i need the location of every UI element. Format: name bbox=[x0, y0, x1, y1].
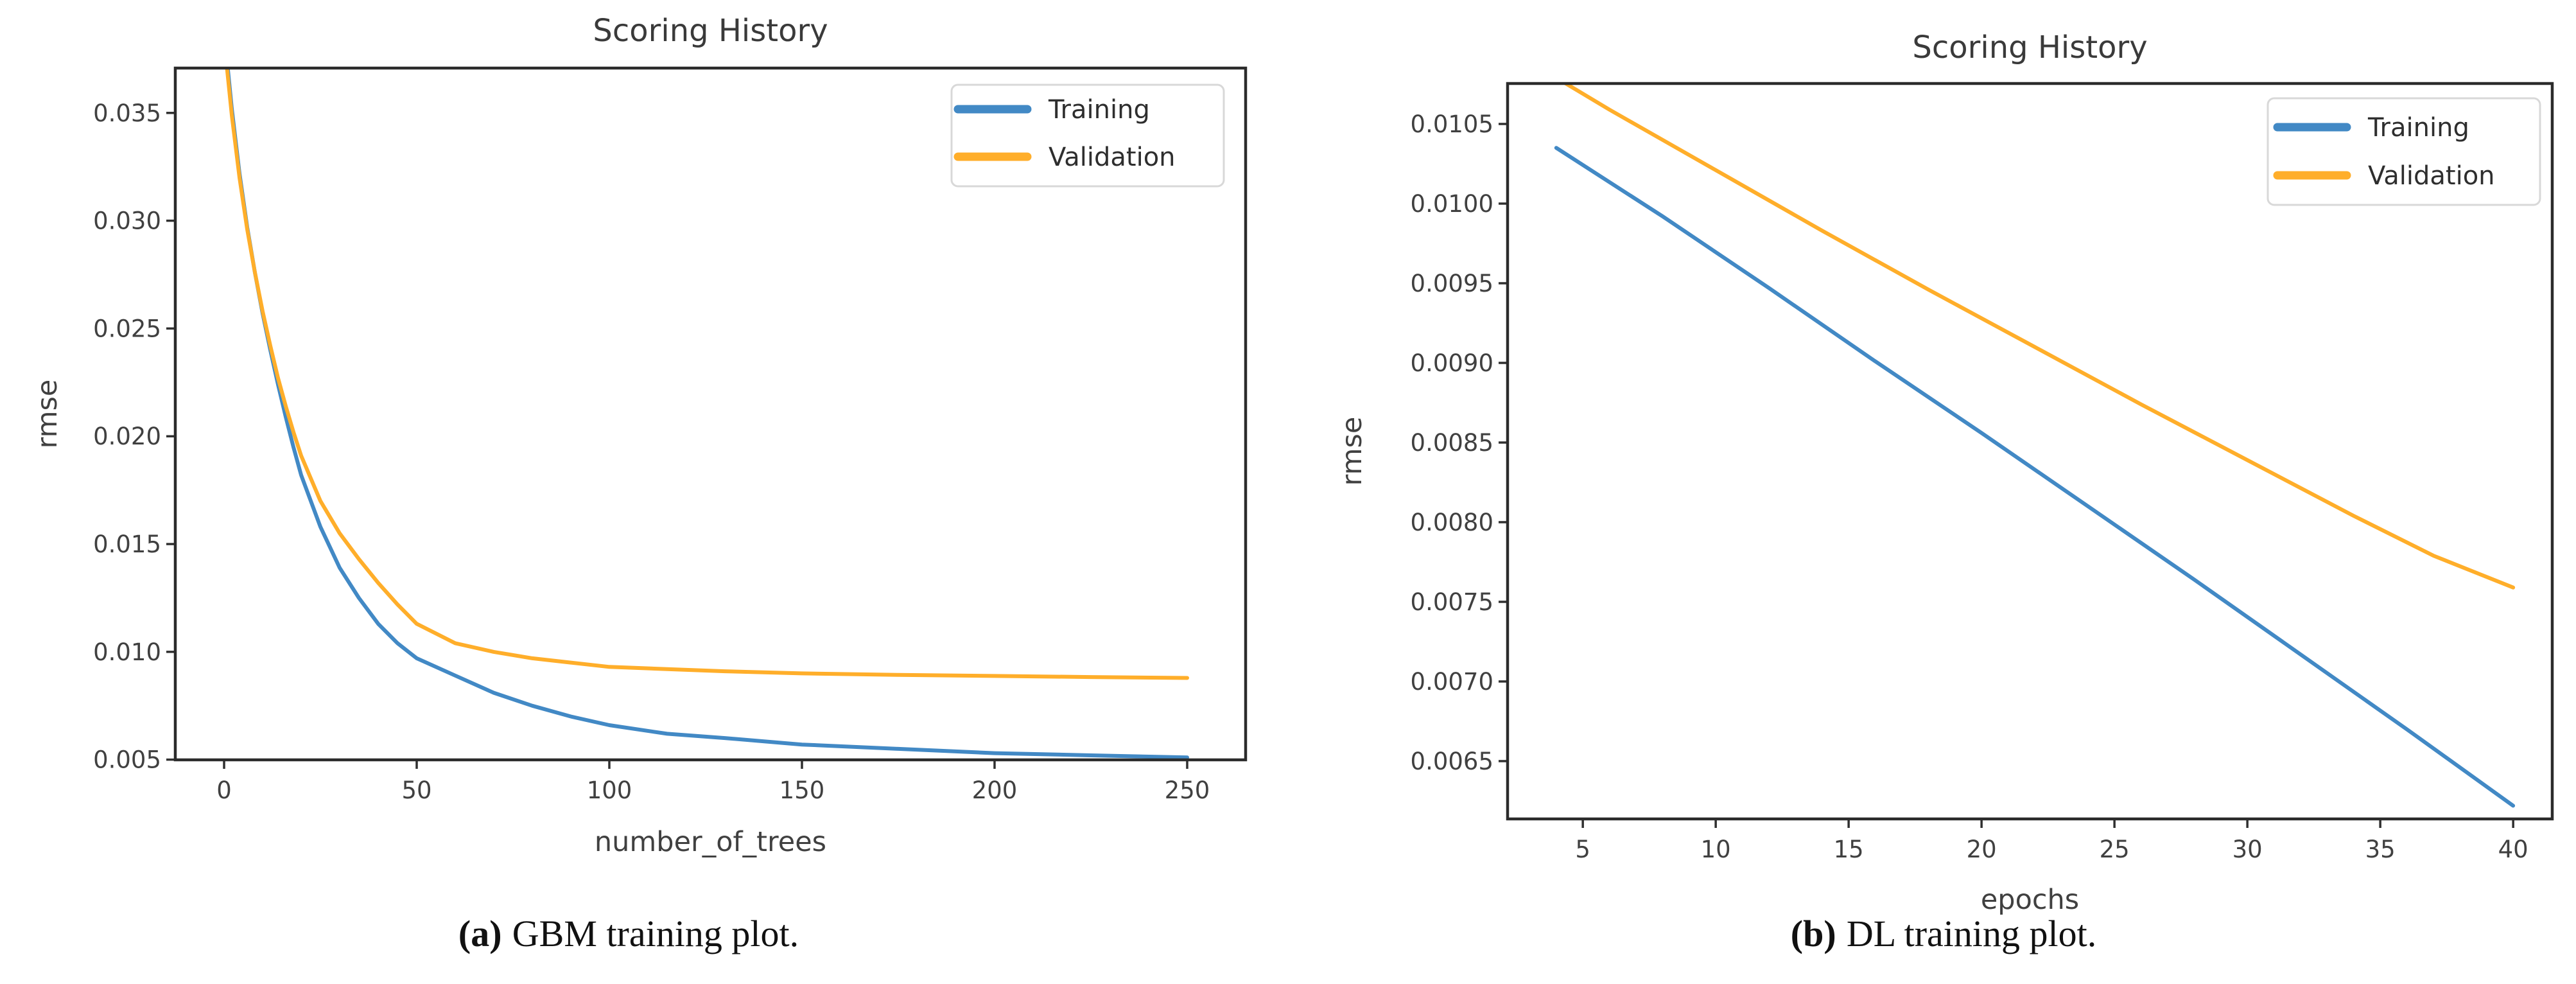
y-tick-label: 0.0105 bbox=[1411, 110, 1493, 138]
plot-border bbox=[1506, 82, 2554, 821]
y-tick-label: 0.0085 bbox=[1411, 429, 1493, 457]
caption-gbm-label: (a) bbox=[458, 913, 502, 954]
chart-title: Scoring History bbox=[1912, 30, 2147, 66]
series-line-training bbox=[1554, 146, 2516, 808]
gbm-chart: Scoring History 0 50 100 150 200 250 0.035 0.030… bbox=[31, 13, 1248, 858]
x-axis-label: number_of_trees bbox=[595, 826, 826, 858]
x-axis-label: epochs bbox=[1981, 884, 2079, 916]
y-tick-label: 0.005 bbox=[93, 746, 161, 774]
plot-border bbox=[173, 66, 1248, 762]
x-tick-label: 150 bbox=[779, 777, 825, 804]
x-tick-label: 100 bbox=[587, 777, 632, 804]
caption-dl: (b) DL training plot. bbox=[1791, 912, 2096, 955]
x-tick-label: 25 bbox=[2100, 836, 2130, 863]
x-tick-label: 5 bbox=[1575, 836, 1590, 863]
x-tick-label: 250 bbox=[1165, 777, 1210, 804]
y-tick-label: 0.025 bbox=[93, 315, 161, 342]
x-tick-label: 10 bbox=[1701, 836, 1731, 863]
y-tick-label: 0.0080 bbox=[1411, 509, 1493, 536]
y-tick-label: 0.0065 bbox=[1411, 748, 1493, 775]
x-tick-label: 200 bbox=[972, 777, 1018, 804]
x-tick-label: 50 bbox=[401, 777, 431, 804]
y-tick-label: 0.0090 bbox=[1411, 349, 1493, 377]
y-tick-label: 0.030 bbox=[93, 207, 161, 235]
legend: Training Validation bbox=[950, 83, 1225, 188]
caption-gbm: (a) GBM training plot. bbox=[458, 912, 799, 955]
dl-chart: Scoring History 5 10 15 20 25 30 35 40 0.0105 0.01… bbox=[1336, 30, 2554, 916]
series-line-validation bbox=[1562, 83, 2516, 590]
x-tick-label: 40 bbox=[2498, 836, 2528, 863]
y-tick-label: 0.0100 bbox=[1411, 190, 1493, 218]
y-axis-label: rmse bbox=[31, 380, 64, 449]
legend: Training Validation bbox=[2267, 97, 2541, 206]
y-axis-label: rmse bbox=[1336, 417, 1368, 486]
y-tick-label: 0.020 bbox=[93, 423, 161, 450]
x-tick-label: 20 bbox=[1967, 836, 1997, 863]
x-tick-label: 0 bbox=[216, 777, 232, 804]
caption-dl-label: (b) bbox=[1790, 913, 1836, 954]
series-line-validation bbox=[225, 68, 1189, 680]
x-tick-label: 35 bbox=[2365, 836, 2396, 863]
y-tick-label: 0.0070 bbox=[1411, 668, 1493, 696]
caption-dl-text: DL training plot. bbox=[1846, 913, 2097, 954]
y-tick-label: 0.010 bbox=[93, 638, 161, 666]
y-tick-label: 0.015 bbox=[93, 531, 161, 558]
y-tick-label: 0.0075 bbox=[1411, 588, 1493, 616]
legend-label-training: Training bbox=[2367, 113, 2469, 143]
caption-gbm-text: GBM training plot. bbox=[512, 913, 799, 954]
legend-label-validation: Validation bbox=[2368, 161, 2495, 191]
x-tick-label: 15 bbox=[1834, 836, 1864, 863]
chart-title: Scoring History bbox=[593, 13, 828, 49]
y-tick-label: 0.0095 bbox=[1411, 270, 1493, 297]
legend-label-validation: Validation bbox=[1049, 143, 1176, 172]
legend-label-training: Training bbox=[1048, 95, 1150, 125]
x-tick-label: 30 bbox=[2232, 836, 2263, 863]
y-tick-label: 0.035 bbox=[93, 100, 161, 127]
